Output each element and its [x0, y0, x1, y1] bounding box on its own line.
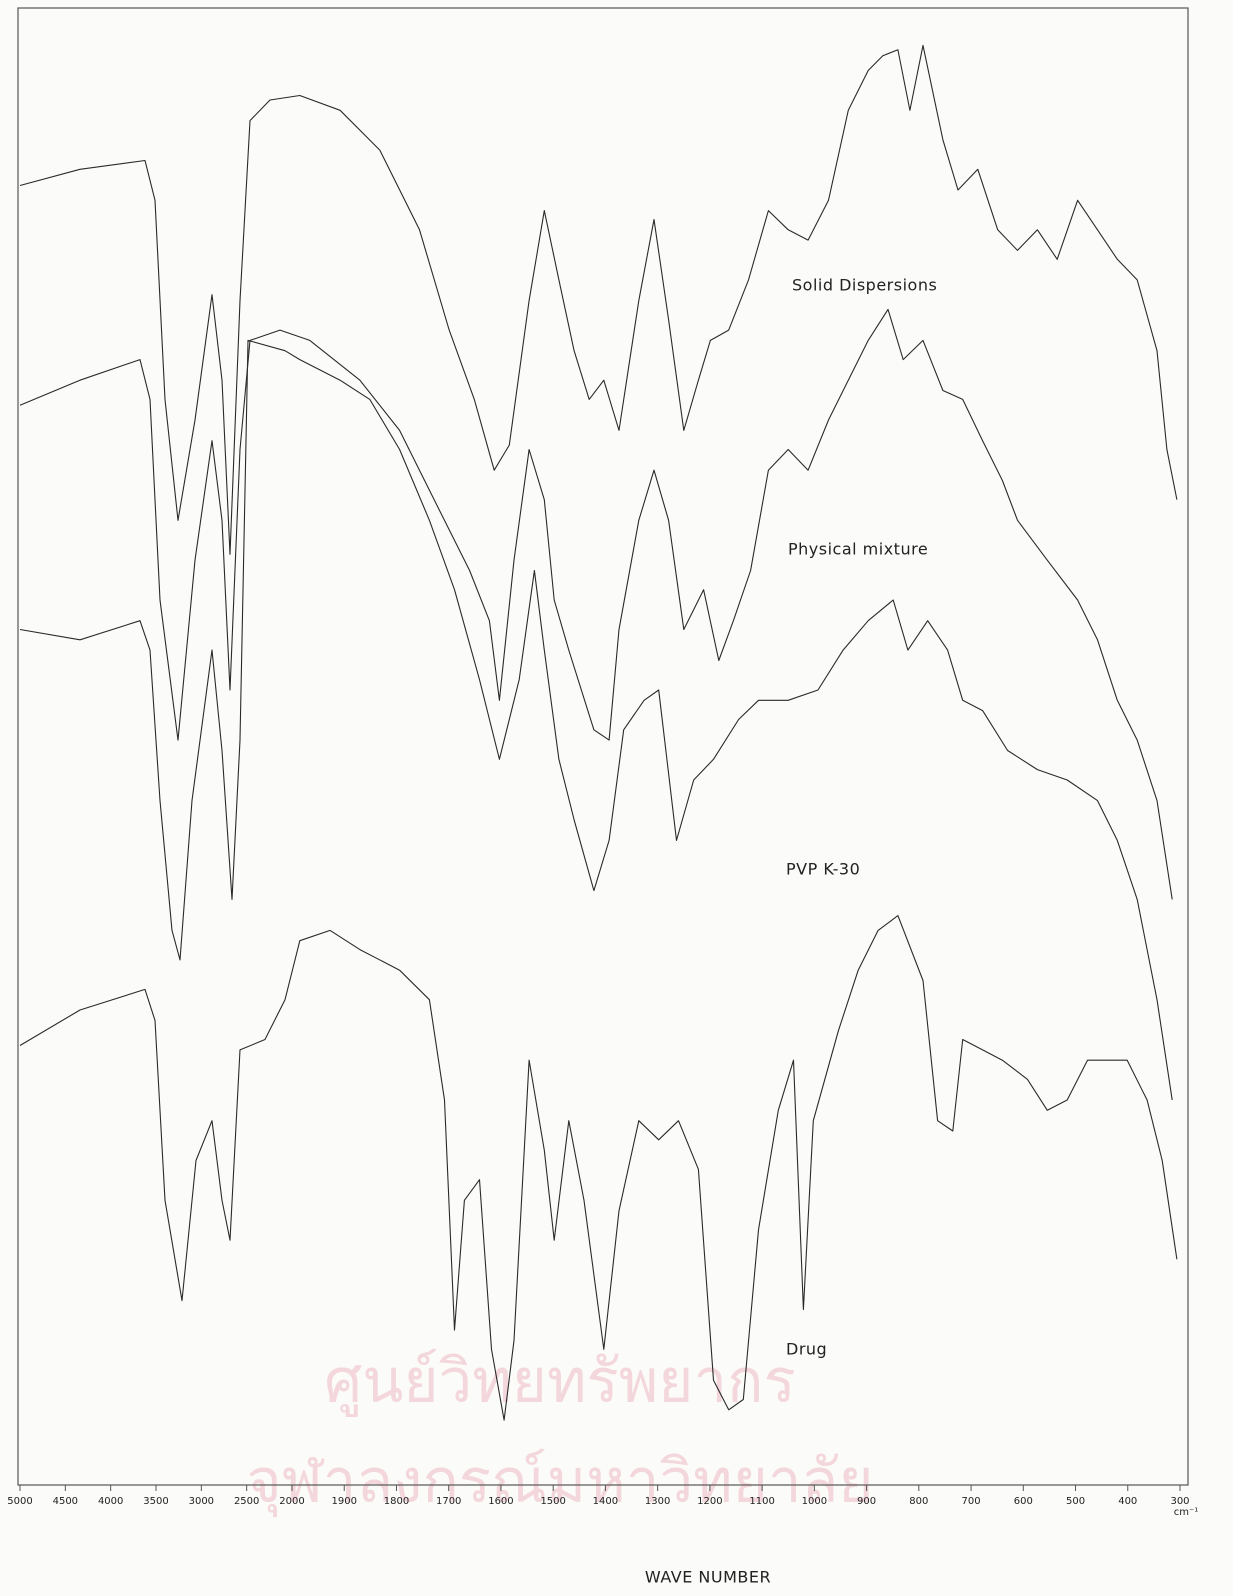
series-label: PVP K-30	[786, 860, 860, 879]
x-tick-label: 900	[857, 1496, 876, 1507]
x-tick-label: 1100	[749, 1496, 774, 1507]
x-tick-label: 1800	[384, 1496, 409, 1507]
x-tick-label: 500	[1066, 1496, 1085, 1507]
series-label: Drug	[786, 1340, 827, 1359]
x-tick-label: 800	[909, 1496, 928, 1507]
x-tick-label: 4000	[98, 1496, 123, 1507]
x-tick-label: 700	[962, 1496, 981, 1507]
watermark-text: จุฬาลงกรณ์มหาวิทยาลัย	[247, 1447, 874, 1518]
spectrum-line	[19, 308, 1173, 900]
x-tick-label: 1500	[540, 1496, 565, 1507]
x-tick-label: 1000	[802, 1496, 827, 1507]
series-label: Solid Dispersions	[792, 276, 937, 295]
x-tick-label: 1900	[332, 1496, 357, 1507]
x-tick-label: 3500	[143, 1496, 168, 1507]
plot-frame	[17, 7, 1189, 1486]
x-tick-label: 5000	[7, 1496, 32, 1507]
spectrum-line	[19, 339, 1173, 1101]
spectrum-line	[19, 915, 1178, 1421]
x-axis-label: WAVE NUMBER	[645, 1568, 771, 1587]
x-tick-label: 1300	[645, 1496, 670, 1507]
x-tick-label: 2500	[234, 1496, 259, 1507]
x-tick-label: 1700	[436, 1496, 461, 1507]
x-tick-label: 4500	[53, 1496, 78, 1507]
x-tick-label: 400	[1118, 1496, 1137, 1507]
x-tick-label: 1200	[697, 1496, 722, 1507]
watermark-text: ศูนย์วิทยทรัพยากร	[324, 1347, 795, 1418]
x-tick-label: 300	[1170, 1496, 1189, 1507]
x-tick-label: 3000	[189, 1496, 214, 1507]
x-tick-label: 600	[1014, 1496, 1033, 1507]
series-label: Physical mixture	[788, 540, 928, 559]
x-tick-label: 2000	[279, 1496, 304, 1507]
x-tick-label: 1600	[488, 1496, 513, 1507]
spectrum-line	[19, 44, 1178, 555]
x-unit: cm⁻¹	[1174, 1507, 1199, 1518]
x-tick-label: 1400	[593, 1496, 618, 1507]
